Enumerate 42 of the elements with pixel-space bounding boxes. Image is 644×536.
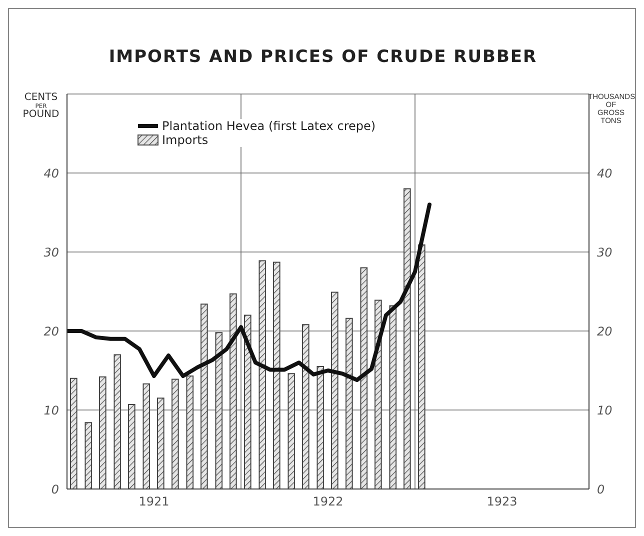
bar [288,373,296,489]
bar [230,293,237,489]
bar [157,398,164,489]
bar [128,404,136,489]
legend-label: Imports [162,133,208,147]
y2-tick-label: 20 [597,324,613,338]
y2-tick-label: 0 [597,482,605,496]
y-tick-label: 30 [44,245,60,260]
bar [302,324,310,489]
bar [331,292,338,489]
bar [244,314,252,489]
y2-tick-label: 40 [597,166,613,180]
bar [346,318,353,489]
x-tick-label: 1923 [486,494,518,509]
bar [70,378,78,489]
bar [200,304,208,489]
chart-title: IMPORTS AND PRICES OF CRUDE RUBBER [108,47,538,67]
line-series [67,202,432,382]
bar [186,376,194,489]
bar [418,244,426,489]
bar [172,378,179,489]
bar [84,422,92,489]
bar [360,267,368,489]
y-tick-label: 10 [44,403,60,418]
bar [215,332,223,489]
bar [374,300,382,489]
x-tick-label: 1922 [312,494,344,509]
y-tick-label: 20 [44,324,60,338]
y2-tick-label: 30 [597,245,613,260]
bar [273,262,280,489]
legend-label: Plantation Hevea (first Latex crepe) [162,119,376,133]
bar [404,188,411,489]
x-tick-label: 1921 [138,494,170,509]
bar [114,354,122,489]
bar [389,305,397,489]
y-tick-label: 40 [44,166,60,180]
bar [142,383,150,489]
y-tick-label: 0 [51,482,60,496]
y2-tick-label: 10 [597,403,613,418]
bar [258,260,266,489]
bar [316,366,324,489]
bar [99,376,106,489]
